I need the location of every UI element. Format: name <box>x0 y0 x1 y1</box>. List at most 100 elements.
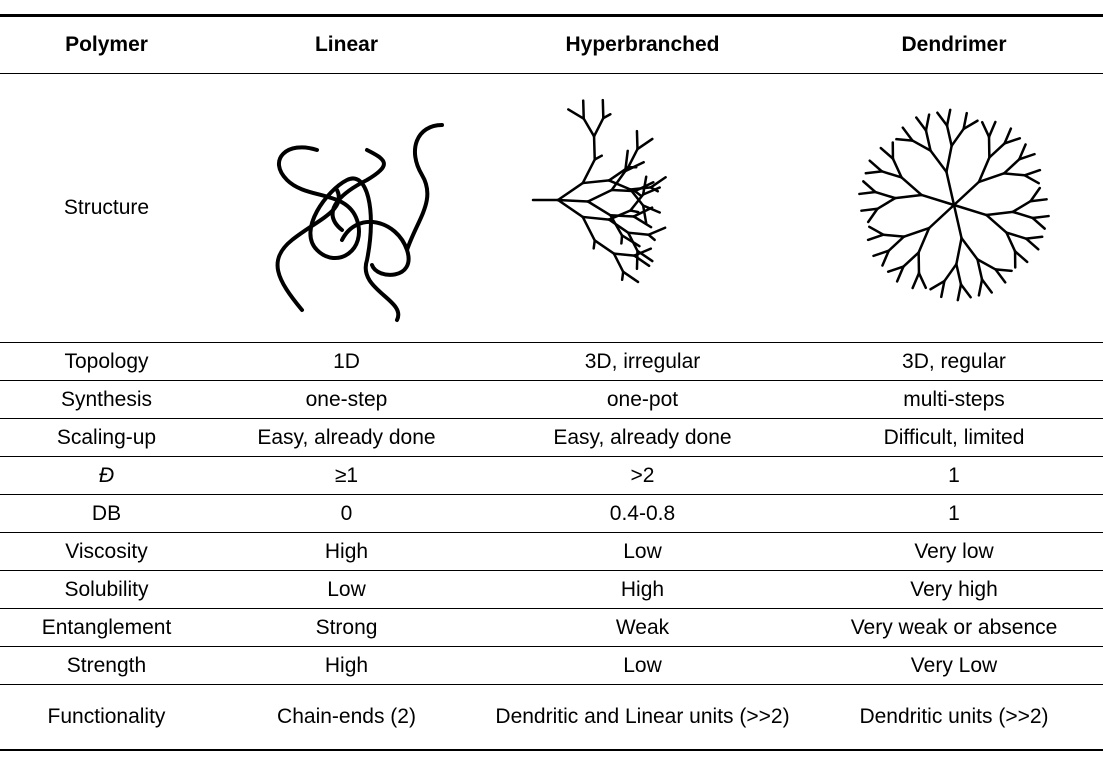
bond <box>946 172 954 205</box>
table-cell: 3D, irregular <box>480 343 805 381</box>
bond <box>623 272 638 282</box>
table-cell: Very low <box>805 533 1103 571</box>
bond <box>587 190 611 201</box>
bond <box>931 151 947 172</box>
row-label: Đ <box>0 457 213 495</box>
bond <box>982 122 989 137</box>
bond <box>883 235 904 237</box>
bond <box>986 212 1012 215</box>
bond <box>594 136 595 159</box>
bond <box>558 200 588 201</box>
bond <box>863 181 875 192</box>
bond <box>902 177 922 194</box>
table-cell: 1 <box>805 457 1103 495</box>
table-cell: Very high <box>805 571 1103 609</box>
bond <box>903 252 918 266</box>
header-cell: Polymer <box>0 16 213 74</box>
row-label: Strength <box>0 647 213 685</box>
bond <box>637 139 652 149</box>
bond <box>582 217 608 220</box>
bond <box>952 129 964 146</box>
bond <box>582 160 594 184</box>
structure-cell <box>213 74 480 343</box>
bond <box>628 233 648 235</box>
bond <box>1033 216 1049 218</box>
table-cell: 0.4-0.8 <box>480 495 805 533</box>
table-cell: Easy, already done <box>480 419 805 457</box>
bond <box>947 126 952 146</box>
bond <box>870 161 882 172</box>
structure-row: Structure <box>0 74 1103 343</box>
page: Polymer Linear Hyperbranched Dendrimer S… <box>0 14 1103 768</box>
row-label: Entanglement <box>0 609 213 647</box>
bond <box>582 217 594 241</box>
bond <box>982 280 992 293</box>
table-cell: High <box>213 647 480 685</box>
bond <box>593 240 594 248</box>
bond <box>989 122 995 137</box>
bond <box>622 272 623 280</box>
bond <box>986 215 1006 232</box>
row-label: DB <box>0 495 213 533</box>
bond <box>944 264 956 281</box>
header-cell: Dendrimer <box>805 16 1103 74</box>
bond <box>643 205 646 223</box>
table-cell: Low <box>480 533 805 571</box>
row-label: Scaling-up <box>0 419 213 457</box>
table-cell: Chain-ends (2) <box>213 685 480 751</box>
bond <box>919 273 926 288</box>
bond <box>648 228 665 235</box>
table-cell: Dendritic units (>>2) <box>805 685 1103 751</box>
bond <box>954 205 962 238</box>
bond <box>989 143 1004 157</box>
bond <box>937 113 947 126</box>
table-cell: 3D, regular <box>805 343 1103 381</box>
table-cell: Difficult, limited <box>805 419 1103 457</box>
table-cell: Weak <box>480 609 805 647</box>
bond <box>1026 239 1038 250</box>
bond <box>956 238 961 264</box>
bond <box>958 284 961 300</box>
dendrimer-structure <box>829 80 1079 330</box>
bond <box>648 235 654 240</box>
bond <box>1013 212 1033 218</box>
bond <box>1025 175 1039 183</box>
bond <box>866 171 882 173</box>
hyperbranched-structure <box>523 80 763 330</box>
table-cell: Easy, already done <box>213 419 480 457</box>
row-label: Synthesis <box>0 381 213 419</box>
bond <box>868 235 883 240</box>
bond <box>962 238 978 259</box>
table-cell: Very Low <box>805 647 1103 685</box>
bond <box>913 273 919 288</box>
table-cell: 0 <box>213 495 480 533</box>
table-cell: High <box>480 571 805 609</box>
bond <box>916 118 926 131</box>
bond <box>594 118 603 136</box>
table-cell: High <box>213 533 480 571</box>
bond <box>1013 201 1031 212</box>
bond <box>947 110 950 126</box>
bond <box>558 183 583 200</box>
bond <box>582 180 608 183</box>
bond <box>877 198 895 209</box>
bond <box>1025 170 1040 175</box>
polymer-table: Polymer Linear Hyperbranched Dendrimer S… <box>0 14 1103 751</box>
structure-cell <box>480 74 805 343</box>
table-cell: multi-steps <box>805 381 1103 419</box>
header-cell: Linear <box>213 16 480 74</box>
bond <box>613 254 633 256</box>
bond <box>1033 218 1045 229</box>
bond <box>881 148 893 159</box>
header-cell: Hyperbranched <box>480 16 805 74</box>
bond <box>961 284 971 297</box>
table-cell: >2 <box>480 457 805 495</box>
bond <box>621 235 622 243</box>
bond <box>613 254 622 272</box>
bond <box>929 205 954 228</box>
bond <box>954 205 986 215</box>
bond <box>922 195 954 205</box>
